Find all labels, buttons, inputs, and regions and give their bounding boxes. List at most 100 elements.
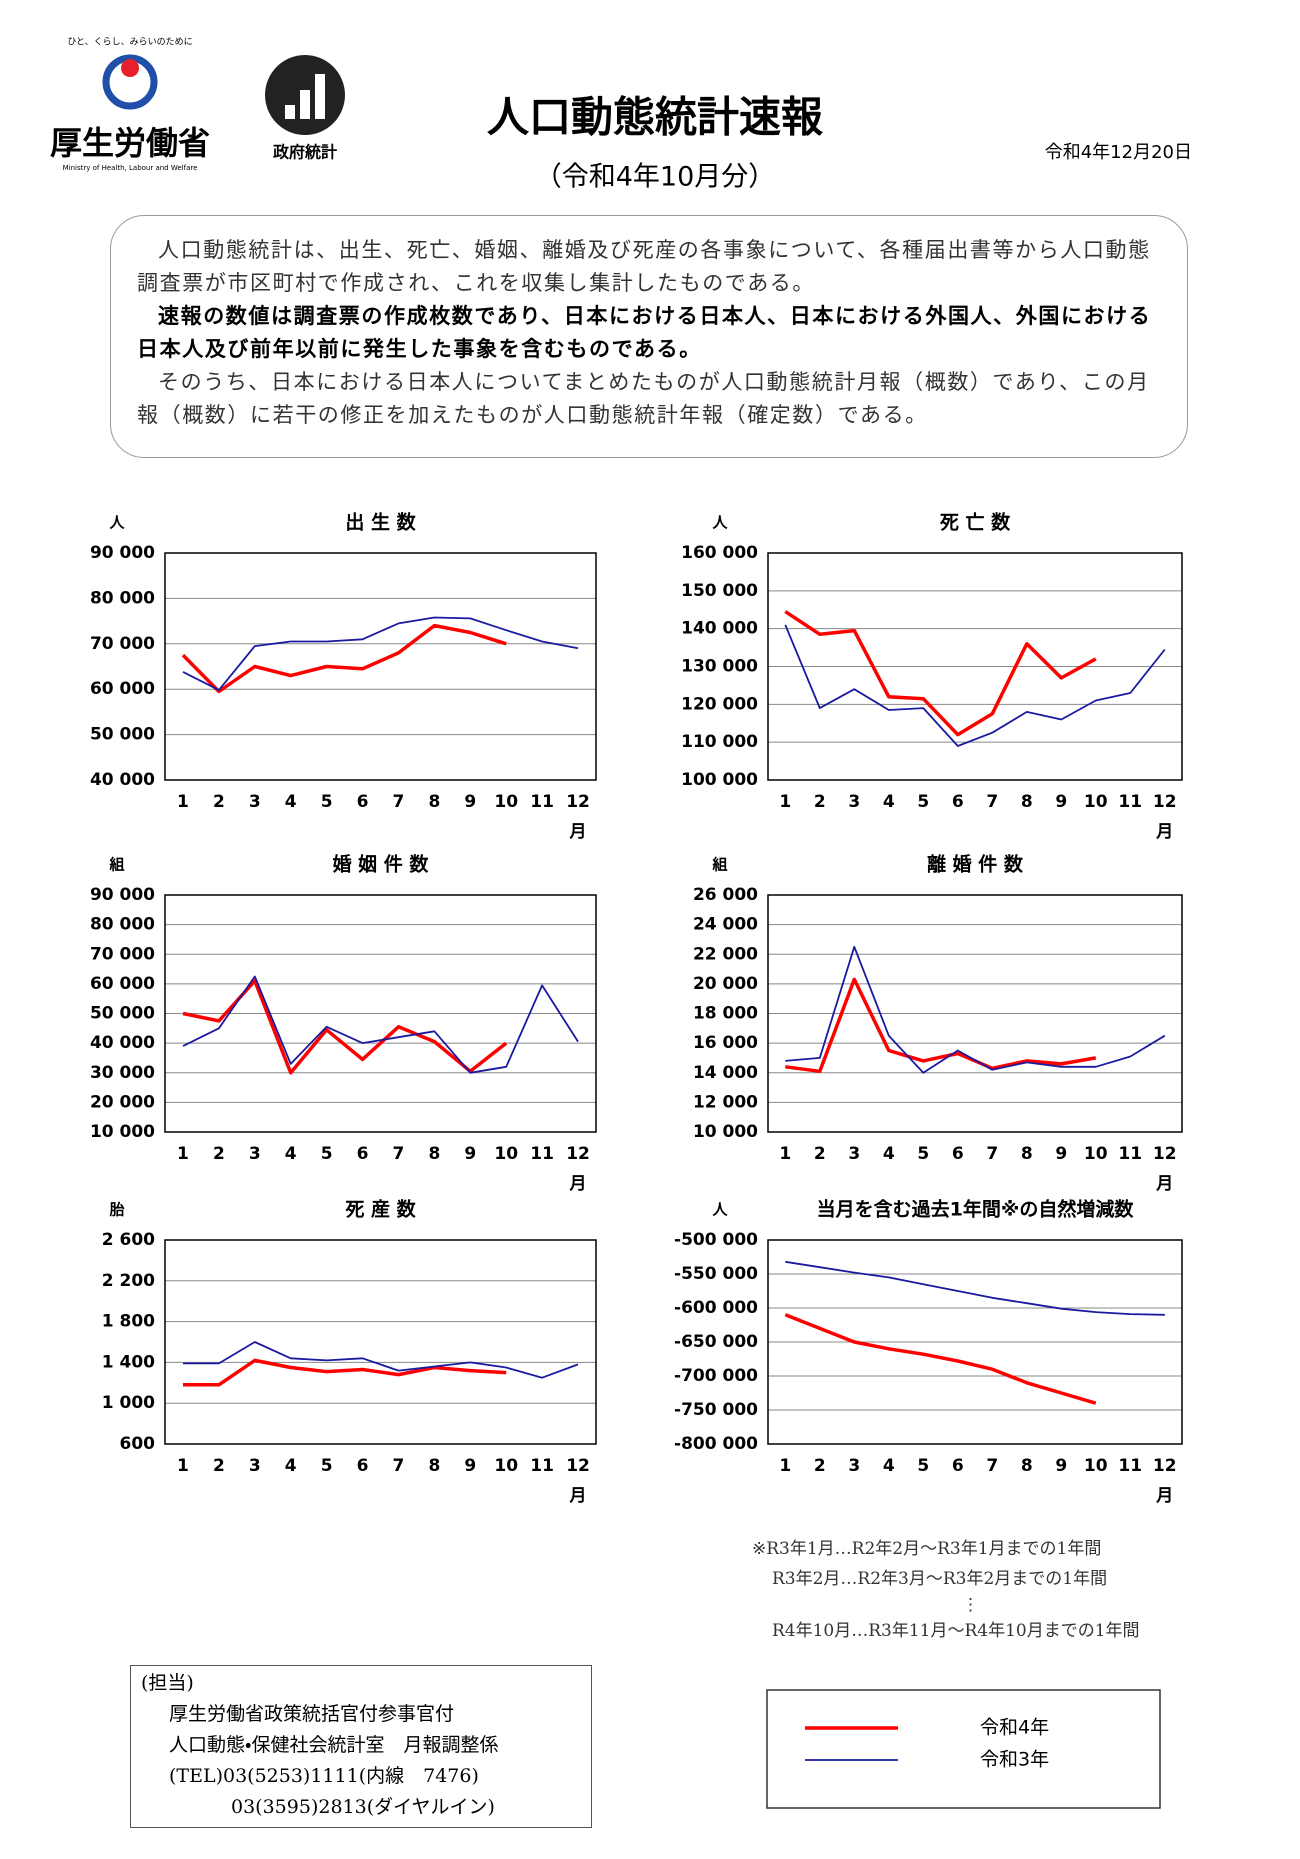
ministry-name-en: Ministry of Health, Labour and Welfare (63, 164, 198, 172)
intro-paragraph: 人口動態統計は、出生、死亡、婚姻、離婚及び死産の各事象について、各種届出書等から… (137, 238, 1151, 295)
footnote-line: R3年2月…R2年3月～R3年2月までの1年間 (772, 1569, 1108, 1589)
intro-paragraph: そのうち、日本における日本人についてまとめたものが人口動態統計月報（概数）であり… (137, 370, 1150, 427)
y-tick-label: 40 000 (90, 1033, 155, 1053)
x-tick-label: 12 (566, 1456, 590, 1476)
x-tick-label: 12 (1153, 1456, 1177, 1476)
contact-box: (担当) 厚生労働省政策統括官付参事官付 人口動態・保健社会統計室 月報調整係 … (130, 1665, 592, 1828)
x-tick-label: 3 (249, 1456, 261, 1476)
x-tick-label: 10 (1084, 792, 1108, 812)
x-tick-label: 11 (530, 1144, 554, 1164)
x-tick-label: 5 (321, 792, 333, 812)
y-tick-label: 10 000 (90, 1122, 155, 1142)
x-tick-label: 6 (952, 1144, 964, 1164)
y-tick-label: -500 000 (674, 1230, 758, 1250)
x-tick-label: 12 (566, 1144, 590, 1164)
chart-title: 離 婚 件 数 (927, 853, 1024, 876)
series-line (182, 616, 579, 691)
intro-paragraph-bold: 速報の数値は調査票の作成枚数であり、日本における日本人、日本における外国人、外国… (137, 304, 1152, 361)
x-tick-label: 6 (357, 1456, 369, 1476)
plot-frame (164, 1239, 597, 1445)
y-tick-label: 50 000 (90, 1004, 155, 1024)
x-tick-label: 4 (285, 1144, 297, 1164)
series-line (183, 1358, 507, 1387)
contact-line: 人口動態・保健社会統計室 月報調整係 (169, 1734, 499, 1756)
y-tick-label: 18 000 (693, 1004, 758, 1024)
y-tick-label: 600 (120, 1434, 156, 1454)
y-tick-label: 1 800 (102, 1312, 155, 1332)
y-unit: 人 (711, 1201, 728, 1219)
ministry-name: 厚生労働省 (50, 124, 210, 162)
x-tick-label: 1 (779, 792, 791, 812)
x-tick-label: 2 (213, 792, 225, 812)
x-tick-label: 8 (428, 792, 440, 812)
x-tick-label: 10 (1084, 1456, 1108, 1476)
x-tick-label: 5 (917, 1144, 929, 1164)
x-tick-label: 7 (986, 792, 998, 812)
x-tick-label: 4 (883, 1456, 895, 1476)
x-tick-label: 4 (883, 792, 895, 812)
chart-title: 当月を含む過去1年間※の自然増減数 (817, 1198, 1135, 1221)
y-tick-label: 2 200 (102, 1271, 155, 1291)
x-tick-label: 10 (494, 1456, 518, 1476)
y-tick-label: -800 000 (674, 1434, 758, 1454)
x-tick-label: 2 (213, 1456, 225, 1476)
y-tick-label: 80 000 (90, 588, 155, 608)
contact-line: (TEL)03(5253)1111(内線 7476) (169, 1765, 479, 1787)
x-tick-label: 9 (464, 1456, 476, 1476)
x-tick-label: 5 (917, 792, 929, 812)
x-unit: 月 (1155, 822, 1173, 842)
y-tick-label: 90 000 (90, 543, 155, 563)
y-tick-label: -700 000 (674, 1366, 758, 1386)
plot-frame (164, 894, 597, 1133)
y-unit: 胎 (109, 1201, 124, 1219)
series-line (785, 977, 1097, 1074)
y-tick-label: 1 400 (102, 1352, 155, 1372)
x-tick-label: 5 (321, 1456, 333, 1476)
x-tick-label: 7 (393, 1144, 405, 1164)
y-tick-label: 40 000 (90, 770, 155, 790)
y-tick-label: 26 000 (693, 885, 758, 905)
y-tick-label: 140 000 (681, 619, 758, 639)
y-tick-label: 100 000 (681, 770, 758, 790)
x-tick-label: 1 (177, 792, 189, 812)
x-tick-label: 4 (285, 1456, 297, 1476)
y-tick-label: 60 000 (90, 679, 155, 699)
x-tick-label: 1 (177, 1456, 189, 1476)
chart-title: 出 生 数 (345, 511, 416, 534)
x-tick-label: 12 (1153, 792, 1177, 812)
ministry-logo (102, 54, 158, 110)
x-tick-label: 11 (1118, 792, 1142, 812)
chart: 当月を含む過去1年間※の自然増減数 人 -800 000 -750 000 -700 0… (674, 1198, 1183, 1506)
chart-title: 死 亡 数 (940, 511, 1011, 534)
legend-label: 令和3年 (980, 1749, 1049, 1771)
x-tick-label: 8 (428, 1456, 440, 1476)
y-unit: 組 (108, 856, 124, 874)
x-tick-label: 8 (428, 1144, 440, 1164)
y-tick-label: 16 000 (693, 1033, 758, 1053)
series-line (784, 610, 1097, 737)
x-tick-label: 8 (1021, 792, 1033, 812)
y-tick-label: 10 000 (693, 1122, 758, 1142)
x-tick-label: 11 (530, 792, 554, 812)
x-tick-label: 10 (494, 792, 518, 812)
x-tick-label: 3 (848, 1456, 860, 1476)
y-tick-label: 12 000 (693, 1092, 758, 1112)
y-tick-label: 20 000 (693, 974, 758, 994)
stats-logo-bar (315, 74, 325, 119)
chart: 離 婚 件 数 組 10 000 12 000 14 000 16 000 18 000 20… (693, 853, 1183, 1194)
title: 人口動態統計速報 (487, 93, 824, 142)
chart: 死 亡 数 人 100 000 110 000 120 000 130 000 140 00… (681, 511, 1183, 842)
series-line (784, 624, 1166, 747)
x-tick-label: 6 (952, 1456, 964, 1476)
series-line (785, 1260, 1165, 1316)
x-tick-label: 12 (566, 792, 590, 812)
x-tick-label: 7 (986, 1456, 998, 1476)
y-tick-label: -650 000 (674, 1332, 758, 1352)
series-line (182, 975, 579, 1074)
x-tick-label: 4 (883, 1144, 895, 1164)
y-tick-label: 20 000 (90, 1092, 155, 1112)
legend-label: 令和4年 (980, 1717, 1049, 1739)
